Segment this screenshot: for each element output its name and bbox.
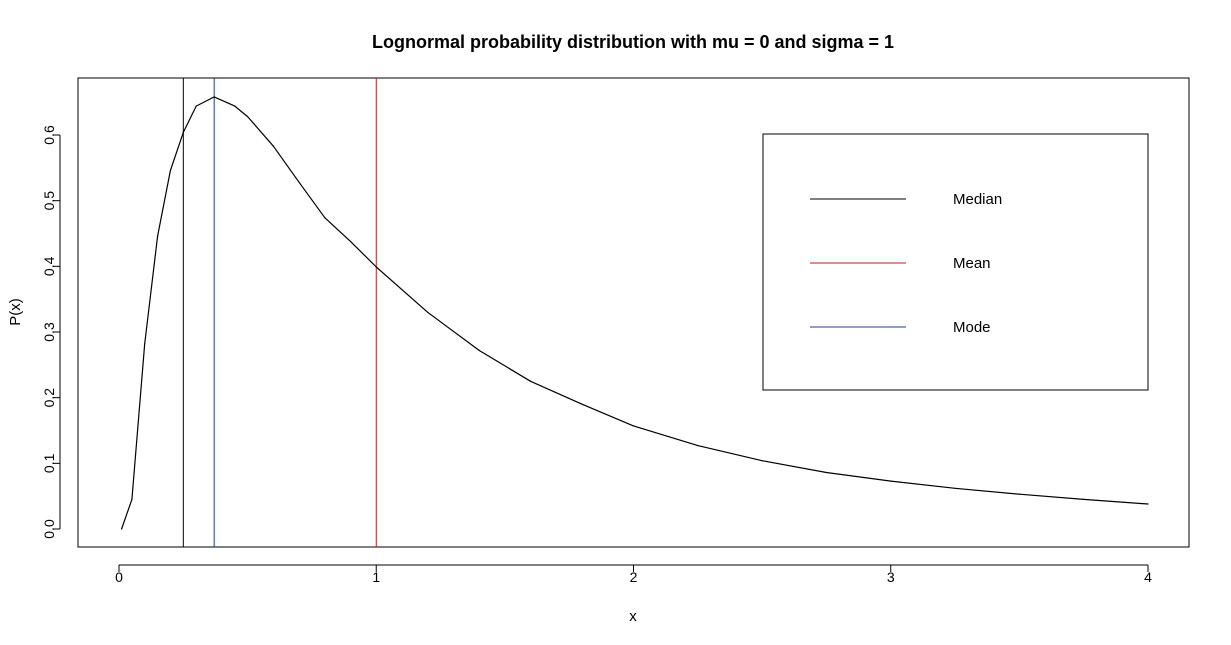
y-axis: 0.0 0.1 0.2 0.3 0.4 0.5 0.6	[41, 125, 61, 539]
curve-point	[324, 217, 326, 219]
y-tick-label: 0.4	[41, 256, 57, 276]
curve-point	[182, 131, 184, 133]
curve-point	[890, 480, 892, 482]
plot-area-frame	[77, 77, 1190, 548]
series-group	[121, 96, 1149, 530]
legend-box	[762, 133, 1149, 391]
y-tick-label: 0.5	[41, 191, 57, 211]
x-axis-label: x	[629, 608, 637, 625]
y-tick-label: 0.1	[41, 453, 57, 473]
curve-point	[1147, 503, 1149, 505]
curve-point	[234, 105, 236, 107]
curve-point	[213, 96, 215, 98]
curve-point	[632, 425, 635, 427]
curve-point	[954, 487, 956, 489]
legend-label-mean: Mean	[953, 255, 991, 272]
y-axis-label: P(x)	[7, 298, 24, 326]
curve-point	[478, 349, 480, 351]
curve-point	[169, 169, 171, 172]
curve-point	[530, 380, 532, 382]
curve-point	[131, 498, 133, 500]
x-tick-label: 1	[372, 569, 380, 585]
curve-point	[121, 528, 123, 530]
curve-point	[581, 403, 583, 405]
curve-point	[247, 116, 249, 118]
curve-point	[1083, 498, 1085, 500]
curve-point	[427, 311, 429, 313]
x-axis: 0 1 2 3 4	[115, 564, 1152, 585]
legend-label-median: Median	[953, 191, 1002, 208]
y-tick-label: 0.3	[41, 322, 57, 342]
x-tick-label: 2	[630, 569, 638, 585]
x-tick-label: 0	[115, 569, 123, 585]
curve-point	[349, 240, 352, 242]
chart-title: Lognormal probability distribution with …	[372, 32, 894, 52]
curve-point	[272, 145, 274, 147]
density-curve	[121, 96, 1149, 530]
curve-point	[697, 445, 699, 447]
y-tick-label: 0.2	[41, 388, 57, 408]
legend: Median Mean Mode	[762, 133, 1149, 391]
y-tick-label: 0.0	[41, 519, 57, 539]
curve-point	[1018, 493, 1021, 495]
y-tick-label: 0.6	[41, 125, 57, 145]
curve-point	[761, 460, 763, 462]
x-tick-label: 4	[1144, 569, 1152, 585]
curve-point	[157, 235, 159, 237]
curve-point	[144, 343, 146, 345]
legend-label-mode: Mode	[953, 319, 991, 336]
curve-point	[195, 105, 197, 107]
x-tick-label: 3	[887, 569, 895, 585]
reference-lines	[182, 78, 377, 547]
curve-point	[825, 471, 828, 474]
curve-point	[375, 266, 377, 268]
curve-point	[298, 181, 300, 183]
